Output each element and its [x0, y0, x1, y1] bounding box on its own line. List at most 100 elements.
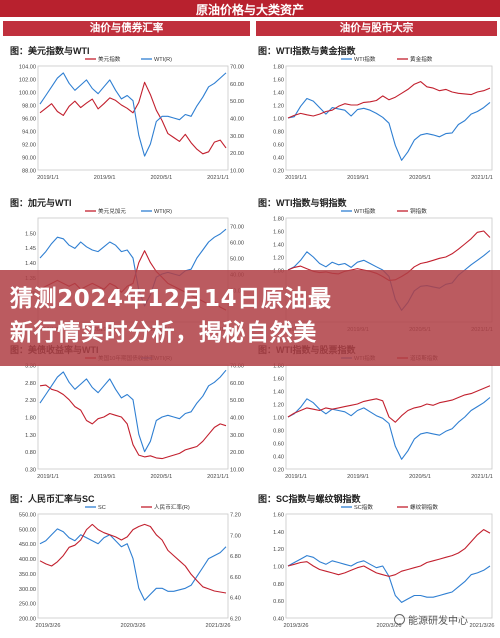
series-line [39, 384, 227, 460]
x-tick-label: 2019/1/1 [37, 474, 59, 480]
y-left-tick-label: 200.00 [19, 617, 36, 623]
y-left-tick-label: 400.00 [19, 557, 36, 563]
y-right-tick-label: 30.00 [230, 134, 244, 140]
legend-label: 人民币汇率(R) [154, 503, 190, 511]
series-line [287, 397, 491, 460]
chart-title: 图：加元与WTI [10, 198, 72, 208]
y-right-tick-label: 40.00 [230, 117, 244, 123]
plot-frame [37, 65, 229, 171]
y-right-tick-label: 7.20 [230, 513, 241, 519]
x-tick-label: 2019/1/1 [285, 175, 307, 181]
x-tick-label: 2019/9/1 [94, 474, 116, 480]
y-left-tick-label: 250.00 [19, 602, 36, 608]
y-right-tick-label: 40.00 [230, 416, 244, 422]
y-right-tick-label: 50.00 [230, 398, 244, 404]
series-line [287, 97, 491, 161]
y-left-tick-label: 100.00 [19, 91, 36, 97]
x-tick-label: 2019/1/1 [37, 175, 59, 181]
x-tick-label: 2021/3/26 [470, 623, 495, 629]
chart-svg: 550.00 500.00 450.00 400.00 350.00 300.00 250.… [19, 503, 241, 629]
article-title-overlay [0, 270, 500, 366]
y-left-tick-label: 90.00 [22, 156, 36, 162]
plot-frame [37, 364, 229, 470]
x-tick-label: 2020/5/1 [150, 175, 172, 181]
y-right-tick-label: 20.00 [230, 151, 244, 157]
legend-label: SC指数 [354, 503, 373, 511]
x-tick-label: 2021/1/1 [207, 175, 229, 181]
y-left-tick-label: 1.60 [273, 513, 284, 519]
legend-label: 美元兑加元 [98, 207, 126, 215]
y-left-tick-label: 300.00 [19, 587, 36, 593]
y-left-tick-label: 1.40 [273, 530, 284, 536]
y-left-tick-label: 104.00 [19, 65, 36, 71]
y-left-tick-label: 1.40 [25, 261, 36, 267]
y-left-tick-label: 0.40 [273, 156, 284, 162]
y-right-tick-label: 30.00 [230, 433, 244, 439]
chart-svg: 1.801.601.401.201.000.800.600.400.202019… [273, 354, 493, 480]
y-right-tick-label: 10.00 [230, 468, 244, 474]
chart-title: 图：美元指数与WTI [10, 46, 90, 56]
right-column-header: 油价与股市大宗 [256, 21, 497, 36]
series-line [39, 228, 227, 307]
series-line [287, 529, 491, 577]
legend-label: WTI指数 [354, 55, 376, 63]
y-right-tick-label: 6.80 [230, 554, 241, 560]
chart-title: 图：SC指数与螺纹钢指数 [258, 494, 361, 504]
y-left-tick-label: 1.80 [273, 65, 284, 71]
chart-panel: 图：WTI指数与股票指数1.801.601.401.201.000.800.60… [258, 343, 498, 489]
series-line [287, 81, 491, 119]
y-left-tick-label: 0.60 [273, 143, 284, 149]
y-left-tick-label: 1.20 [273, 547, 284, 553]
chart-svg: 1.801.601.401.201.000.800.600.400.202019… [273, 55, 493, 181]
series-line [39, 369, 227, 453]
y-left-tick-label: 88.00 [22, 169, 36, 175]
y-left-tick-label: 1.40 [273, 243, 284, 249]
y-left-tick-label: 1.20 [273, 104, 284, 110]
y-left-tick-label: 1.45 [25, 246, 36, 252]
y-right-tick-label: 60.00 [230, 82, 244, 88]
article-title-line-1: 猜测2024年12月14日原油最 [10, 286, 332, 312]
y-right-tick-label: 70.00 [230, 225, 244, 231]
y-left-tick-label: 1.30 [25, 433, 36, 439]
y-right-tick-label: 70.00 [230, 364, 244, 370]
plot-frame [37, 513, 229, 619]
x-tick-label: 2019/3/26 [36, 623, 61, 629]
chart-title: 图：WTI指数与黄金指数 [258, 46, 356, 56]
y-left-tick-label: 1.20 [273, 403, 284, 409]
series-line [39, 523, 227, 594]
y-left-tick-label: 0.30 [25, 468, 36, 474]
legend-label: 美元指数 [98, 55, 121, 63]
y-left-tick-label: 1.20 [273, 256, 284, 262]
x-tick-label: 2021/1/1 [471, 474, 493, 480]
x-tick-label: 2020/5/1 [150, 474, 172, 480]
y-left-tick-label: 2.80 [25, 381, 36, 387]
y-right-tick-label: 20.00 [230, 450, 244, 456]
y-left-tick-label: 350.00 [19, 572, 36, 578]
y-left-tick-label: 450.00 [19, 542, 36, 548]
y-left-tick-label: 1.40 [273, 91, 284, 97]
legend-label: 铜指数 [410, 207, 427, 215]
chart-title: 图：人民币汇率与SC [10, 494, 95, 504]
y-left-tick-label: 96.00 [22, 117, 36, 123]
x-tick-label: 2021/1/1 [207, 474, 229, 480]
y-left-tick-label: 1.60 [273, 230, 284, 236]
y-left-tick-label: 1.80 [273, 364, 284, 370]
x-tick-label: 2019/9/1 [347, 474, 369, 480]
legend-label: WTI(R) [154, 57, 172, 63]
y-left-tick-label: 500.00 [19, 527, 36, 533]
x-tick-label: 2020/5/1 [409, 175, 431, 181]
series-line [39, 72, 227, 157]
y-left-tick-label: 0.80 [273, 130, 284, 136]
page-title: 原油价格与大类资产 [195, 3, 304, 17]
y-right-tick-label: 70.00 [230, 65, 244, 71]
x-tick-label: 2020/3/26 [121, 623, 146, 629]
y-right-tick-label: 6.60 [230, 575, 241, 581]
header-banner: 原油价格与大类资产 [0, 0, 500, 17]
y-left-tick-label: 1.00 [273, 117, 284, 123]
plot-frame [285, 513, 493, 619]
y-left-tick-label: 0.40 [273, 617, 284, 623]
y-left-tick-label: 1.60 [273, 377, 284, 383]
y-left-tick-label: 1.80 [25, 416, 36, 422]
legend-label: WTI(R) [154, 209, 172, 215]
y-left-tick-label: 0.80 [273, 429, 284, 435]
